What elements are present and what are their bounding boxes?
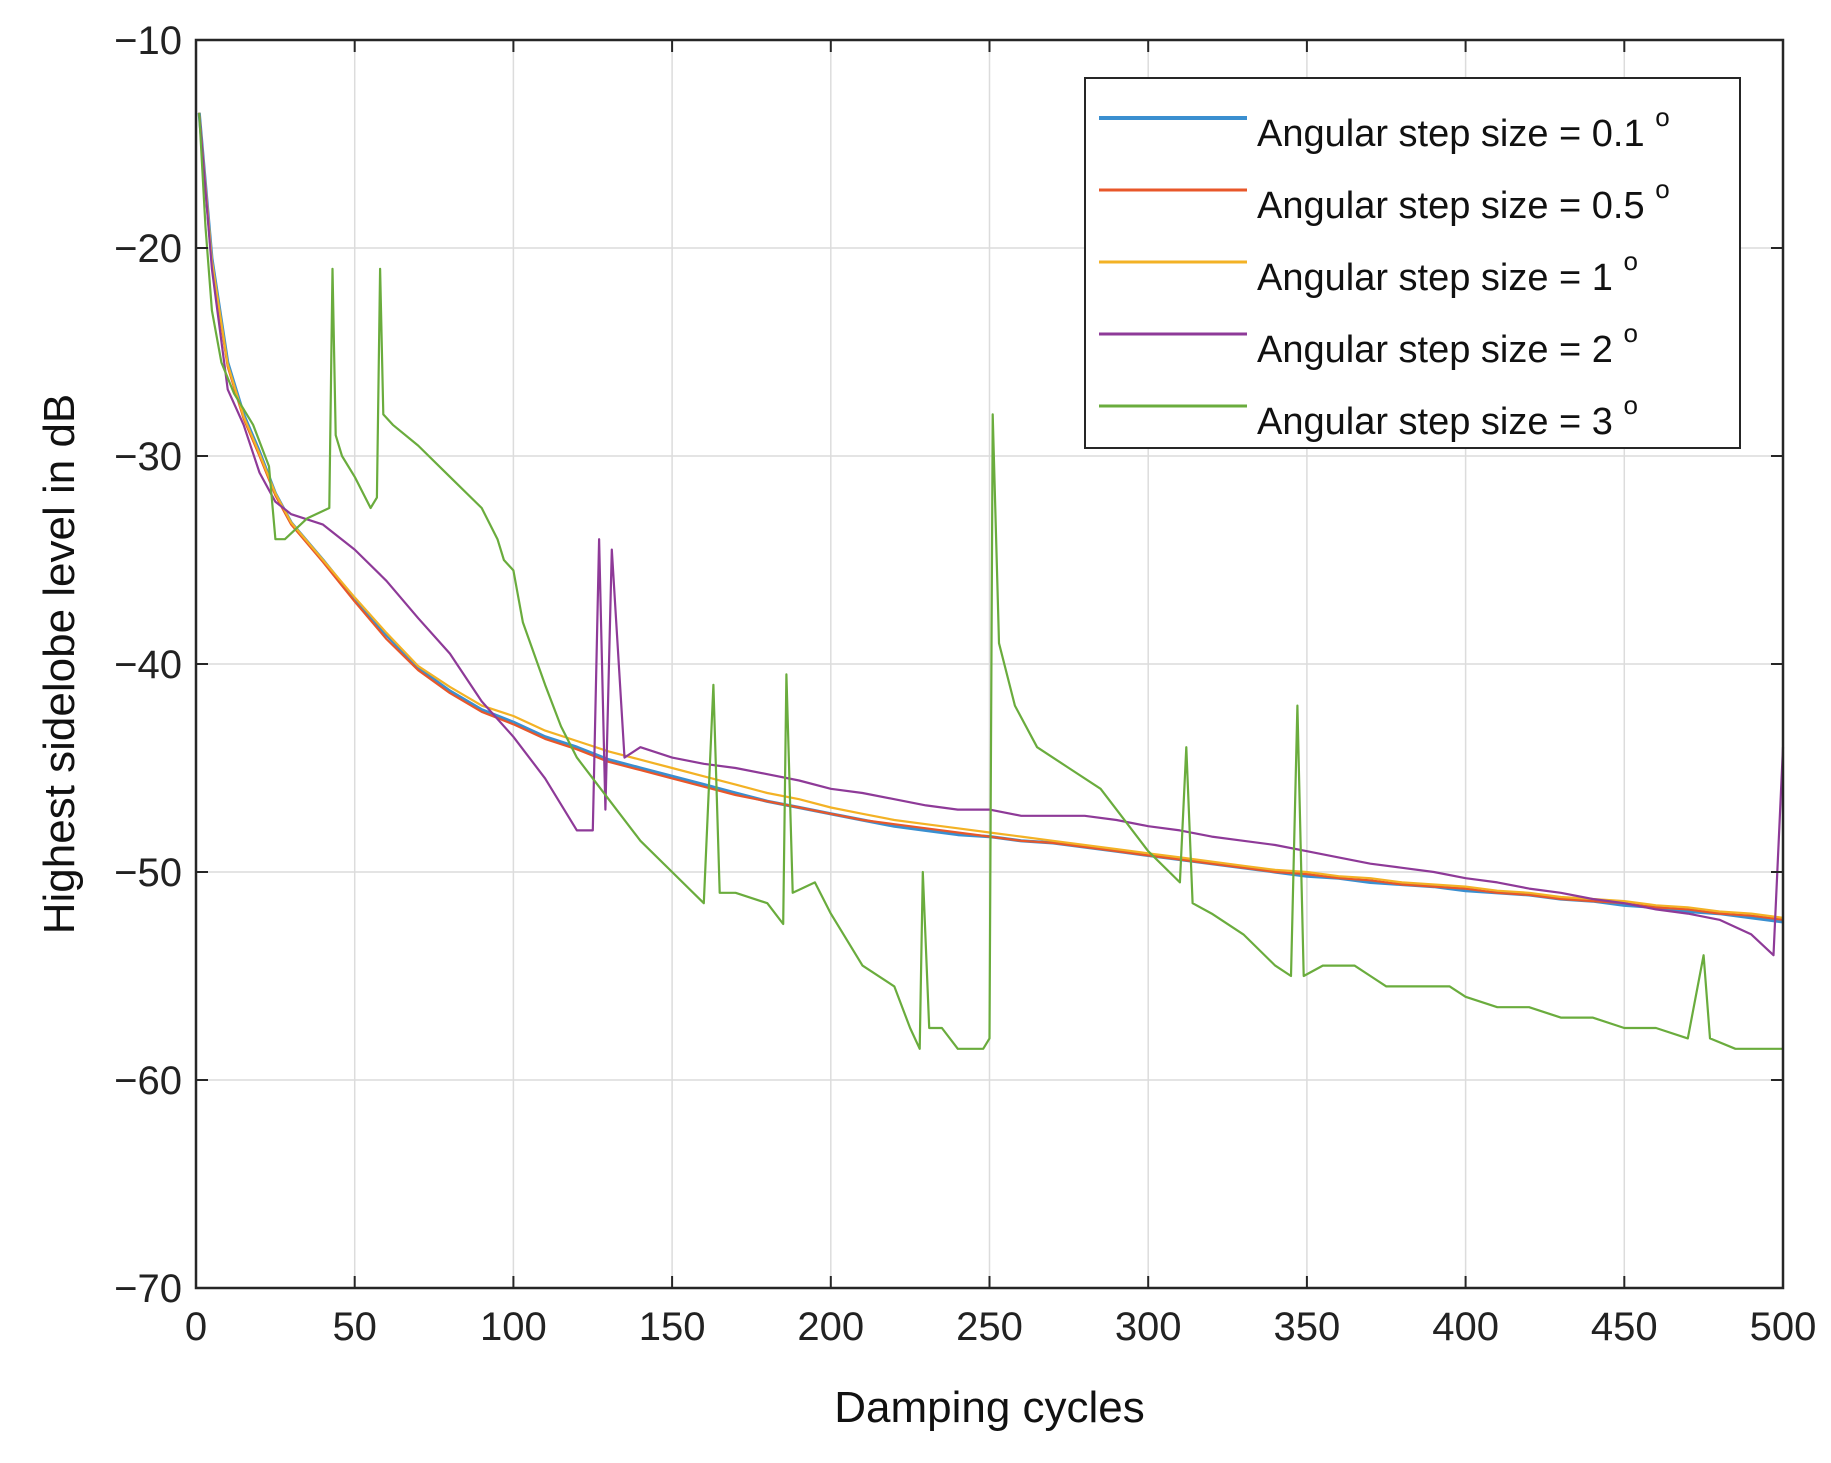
legend-degree-superscript: o — [1655, 174, 1669, 204]
y-tick-label: −50 — [114, 851, 182, 895]
series-line-2 — [198, 112, 1784, 921]
y-tick-label: −60 — [114, 1059, 182, 1103]
y-tick-label: −70 — [114, 1267, 182, 1311]
y-tick-label: −40 — [114, 643, 182, 687]
legend-degree-superscript: o — [1655, 102, 1669, 132]
y-tick-label: −20 — [114, 227, 182, 271]
x-tick-label: 400 — [1432, 1305, 1499, 1349]
series-line-4 — [198, 112, 1785, 957]
y-tick-label: −10 — [114, 19, 182, 63]
x-axis-label: Damping cycles — [834, 1383, 1145, 1432]
x-tick-label: 500 — [1750, 1305, 1817, 1349]
x-tick-label: 350 — [1274, 1305, 1341, 1349]
x-tick-label: 0 — [185, 1305, 207, 1349]
y-tick-label: −30 — [114, 435, 182, 479]
series-lines — [197, 112, 1785, 1050]
x-tick-label: 150 — [639, 1305, 706, 1349]
y-axis-label: Highest sidelobe level in dB — [35, 394, 84, 935]
legend-degree-superscript: o — [1624, 246, 1638, 276]
series-line-3 — [198, 112, 1784, 919]
x-tick-label: 300 — [1115, 1305, 1182, 1349]
x-tick-label: 450 — [1591, 1305, 1658, 1349]
x-tick-label: 100 — [480, 1305, 547, 1349]
legend-degree-superscript: o — [1624, 318, 1638, 348]
x-tick-label: 200 — [797, 1305, 864, 1349]
x-tick-label: 250 — [956, 1305, 1023, 1349]
x-tick-label: 50 — [332, 1305, 377, 1349]
legend-degree-superscript: o — [1624, 390, 1638, 420]
series-line-5 — [198, 112, 1783, 1050]
axis-ticks: 0 50 100 150 200 250 300 350 400 450 500 −70 −60 −50 −… — [114, 19, 1816, 1349]
